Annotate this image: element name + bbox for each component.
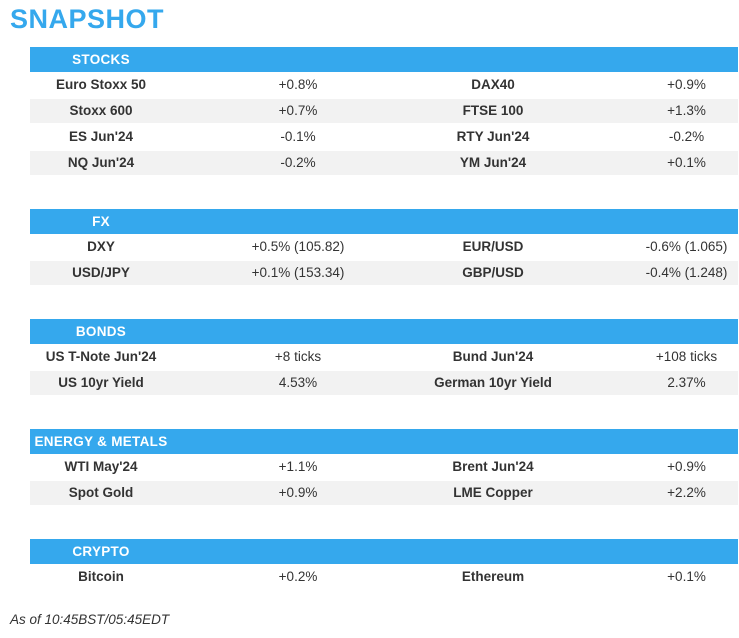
section-header-filler — [172, 319, 738, 344]
section-energy-metals: ENERGY & METALS WTI May'24 +1.1% Brent J… — [30, 429, 738, 506]
instrument-name: Euro Stoxx 50 — [55, 77, 147, 92]
instrument-name: RTY Jun'24 — [456, 129, 530, 144]
section-header-bar: FX — [30, 209, 738, 234]
instrument-change: +8 ticks — [274, 349, 322, 364]
table-row: Bitcoin +0.2% Ethereum +0.1% — [30, 564, 738, 590]
instrument-change: +0.9% — [667, 77, 706, 92]
spacer — [562, 454, 635, 480]
section-header-bar: CRYPTO — [30, 539, 738, 564]
instrument-change: +0.2% — [278, 569, 318, 584]
section-header-label-energy-metals: ENERGY & METALS — [34, 434, 168, 449]
instrument-name: EUR/USD — [462, 239, 524, 254]
section-rows: Bitcoin +0.2% Ethereum +0.1% — [30, 564, 738, 590]
instrument-name: Brent Jun'24 — [452, 459, 534, 474]
page-title: SNAPSHOT — [10, 4, 165, 34]
instrument-change: +1.3% — [667, 103, 706, 118]
table-row: US T-Note Jun'24 +8 ticks Bund Jun'24 +1… — [30, 344, 738, 370]
section-bonds: BONDS US T-Note Jun'24 +8 ticks Bund Jun… — [30, 319, 738, 396]
section-header-filler — [172, 429, 738, 454]
table-row: ES Jun'24 -0.1% RTY Jun'24 -0.2% — [30, 124, 738, 150]
section-crypto: CRYPTO Bitcoin +0.2% Ethereum +0.1% — [30, 539, 738, 590]
section-header-filler — [172, 539, 738, 564]
table-row: WTI May'24 +1.1% Brent Jun'24 +0.9% — [30, 454, 738, 480]
instrument-change: +2.2% — [667, 485, 706, 500]
section-header-bar: ENERGY & METALS — [30, 429, 738, 454]
instrument-name: DXY — [87, 239, 115, 254]
spacer — [562, 371, 635, 395]
instrument-name: NQ Jun'24 — [67, 155, 135, 170]
section-header-bar: STOCKS — [30, 47, 738, 72]
instrument-change: +0.8% — [278, 77, 318, 92]
instrument-name: FTSE 100 — [462, 103, 524, 118]
instrument-change: +0.5% (105.82) — [251, 239, 345, 254]
snapshot-page: SNAPSHOT STOCKS Euro Stoxx 50 +0.8% DAX4… — [0, 4, 739, 627]
instrument-name: GBP/USD — [462, 265, 524, 280]
section-fx: FX DXY +0.5% (105.82) EUR/USD -0.6% (1.0… — [30, 209, 738, 286]
instrument-change: +0.1% — [667, 569, 706, 584]
section-header-label-fx: FX — [92, 214, 110, 229]
instrument-name: USD/JPY — [72, 265, 130, 280]
spacer — [562, 99, 635, 123]
instrument-name: US T-Note Jun'24 — [45, 349, 157, 364]
instrument-change: +0.9% — [278, 485, 318, 500]
section-rows: Euro Stoxx 50 +0.8% DAX40 +0.9% Stoxx 60… — [30, 72, 738, 176]
section-rows: US T-Note Jun'24 +8 ticks Bund Jun'24 +1… — [30, 344, 738, 396]
timestamp-note: As of 10:45BST/05:45EDT — [10, 612, 170, 627]
instrument-name: WTI May'24 — [64, 459, 138, 474]
section-rows: DXY +0.5% (105.82) EUR/USD -0.6% (1.065)… — [30, 234, 738, 286]
spacer — [562, 344, 635, 370]
instrument-name: German 10yr Yield — [434, 375, 552, 390]
instrument-change: -0.6% (1.065) — [645, 239, 728, 254]
spacer — [562, 151, 635, 175]
instrument-change: +0.1% (153.34) — [251, 265, 345, 280]
instrument-name: Bund Jun'24 — [452, 349, 534, 364]
instrument-change: +0.9% — [667, 459, 706, 474]
instrument-name: Bitcoin — [78, 569, 124, 584]
instrument-change: +1.1% — [278, 459, 318, 474]
table-row: NQ Jun'24 -0.2% YM Jun'24 +0.1% — [30, 150, 738, 176]
instrument-change: 2.37% — [667, 375, 706, 390]
section-header-bar: BONDS — [30, 319, 738, 344]
instrument-change: -0.4% (1.248) — [645, 265, 728, 280]
instrument-name: DAX40 — [471, 77, 515, 92]
instrument-name: Spot Gold — [68, 485, 134, 500]
spacer — [562, 124, 635, 150]
instrument-change: +0.1% — [667, 155, 706, 170]
spacer — [562, 564, 635, 590]
section-header-label-crypto: CRYPTO — [72, 544, 130, 559]
instrument-name: YM Jun'24 — [459, 155, 527, 170]
spacer — [562, 72, 635, 98]
section-header-filler — [172, 209, 738, 234]
spacer — [562, 481, 635, 505]
section-header-filler — [172, 47, 738, 72]
table-row: US 10yr Yield 4.53% German 10yr Yield 2.… — [30, 370, 738, 396]
instrument-name: Ethereum — [461, 569, 525, 584]
instrument-name: US 10yr Yield — [58, 375, 144, 390]
table-row: DXY +0.5% (105.82) EUR/USD -0.6% (1.065) — [30, 234, 738, 260]
table-row: USD/JPY +0.1% (153.34) GBP/USD -0.4% (1.… — [30, 260, 738, 286]
spacer — [562, 261, 635, 285]
section-header-label-bonds: BONDS — [75, 324, 127, 339]
table-row: Euro Stoxx 50 +0.8% DAX40 +0.9% — [30, 72, 738, 98]
instrument-name: Stoxx 600 — [69, 103, 133, 118]
instrument-change: -0.1% — [280, 129, 316, 144]
instrument-change: +0.7% — [278, 103, 318, 118]
instrument-name: LME Copper — [453, 485, 533, 500]
instrument-change: +108 ticks — [655, 349, 718, 364]
table-row: Spot Gold +0.9% LME Copper +2.2% — [30, 480, 738, 506]
section-rows: WTI May'24 +1.1% Brent Jun'24 +0.9% Spot… — [30, 454, 738, 506]
instrument-name: ES Jun'24 — [69, 129, 133, 144]
section-stocks: STOCKS Euro Stoxx 50 +0.8% DAX40 +0.9% S… — [30, 47, 738, 176]
instrument-change: 4.53% — [278, 375, 318, 390]
section-header-label-stocks: STOCKS — [72, 52, 130, 67]
instrument-change: -0.2% — [668, 129, 705, 144]
instrument-change: -0.2% — [280, 155, 316, 170]
spacer — [562, 234, 635, 260]
snapshot-table: STOCKS Euro Stoxx 50 +0.8% DAX40 +0.9% S… — [30, 47, 738, 590]
table-row: Stoxx 600 +0.7% FTSE 100 +1.3% — [30, 98, 738, 124]
